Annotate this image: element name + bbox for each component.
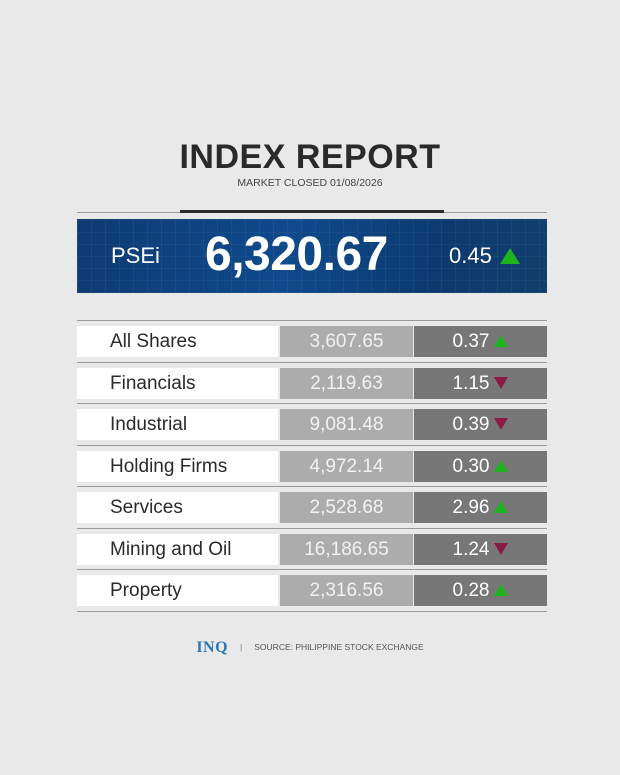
page-title: INDEX REPORT	[0, 138, 620, 177]
row-divider	[77, 362, 547, 363]
index-name: Holding Firms	[77, 451, 278, 482]
index-change: 1.15	[414, 368, 547, 399]
psei-label: PSEi	[111, 243, 160, 269]
arrow-up-icon	[494, 335, 508, 347]
index-change: 0.30	[414, 451, 547, 482]
index-value: 3,607.65	[280, 326, 413, 357]
index-name: Mining and Oil	[77, 534, 278, 565]
index-name: All Shares	[77, 326, 278, 357]
change-value: 2.96	[453, 497, 490, 518]
index-change: 1.24	[414, 534, 547, 565]
change-value: 0.39	[453, 414, 490, 435]
index-value: 2,316.56	[280, 575, 413, 606]
index-name: Industrial	[77, 409, 278, 440]
table-row: Financials2,119.63 1.15	[77, 368, 547, 399]
change-value: 1.15	[453, 373, 490, 394]
table-row: Holding Firms4,972.14 0.30	[77, 451, 547, 482]
arrow-up-icon	[500, 248, 520, 264]
table-row: Mining and Oil16,186.65 1.24	[77, 534, 547, 565]
arrow-up-icon	[494, 460, 508, 472]
index-value: 16,186.65	[280, 534, 413, 565]
market-closed-date: MARKET CLOSED 01/08/2026	[0, 177, 620, 189]
arrow-down-icon	[494, 543, 508, 555]
table-row: All Shares3,607.65 0.37	[77, 326, 547, 357]
row-divider	[77, 445, 547, 446]
index-name: Financials	[77, 368, 278, 399]
index-change: 2.96	[414, 492, 547, 523]
arrow-up-icon	[494, 584, 508, 596]
footer-separator: |	[240, 642, 242, 652]
arrow-down-icon	[494, 377, 508, 389]
psei-change: 0.45	[449, 243, 520, 269]
index-change: 0.28	[414, 575, 547, 606]
index-change: 0.37	[414, 326, 547, 357]
change-value: 0.30	[453, 456, 490, 477]
row-divider	[77, 320, 547, 321]
change-value: 1.24	[453, 539, 490, 560]
arrow-down-icon	[494, 418, 508, 430]
row-divider	[77, 486, 547, 487]
arrow-up-icon	[494, 501, 508, 513]
index-change: 0.39	[414, 409, 547, 440]
row-divider	[77, 569, 547, 570]
row-divider	[77, 403, 547, 404]
psei-change-value: 0.45	[449, 243, 492, 268]
table-row: Industrial9,081.48 0.39	[77, 409, 547, 440]
title-underline	[180, 210, 444, 213]
index-value: 2,119.63	[280, 368, 413, 399]
source-text: SOURCE: PHILIPPINE STOCK EXCHANGE	[254, 642, 423, 652]
index-value: 9,081.48	[280, 409, 413, 440]
footer: INQ | SOURCE: PHILIPPINE STOCK EXCHANGE	[0, 639, 620, 657]
index-name: Property	[77, 575, 278, 606]
row-divider	[77, 611, 547, 612]
row-divider	[77, 528, 547, 529]
inq-logo: INQ	[196, 639, 228, 656]
index-name: Services	[77, 492, 278, 523]
psei-banner: PSEi 6,320.67 0.45	[77, 219, 547, 293]
index-value: 2,528.68	[280, 492, 413, 523]
table-row: Property2,316.56 0.28	[77, 575, 547, 606]
change-value: 0.37	[453, 331, 490, 352]
index-value: 4,972.14	[280, 451, 413, 482]
psei-value: 6,320.67	[205, 227, 388, 282]
table-row: Services2,528.68 2.96	[77, 492, 547, 523]
change-value: 0.28	[453, 580, 490, 601]
